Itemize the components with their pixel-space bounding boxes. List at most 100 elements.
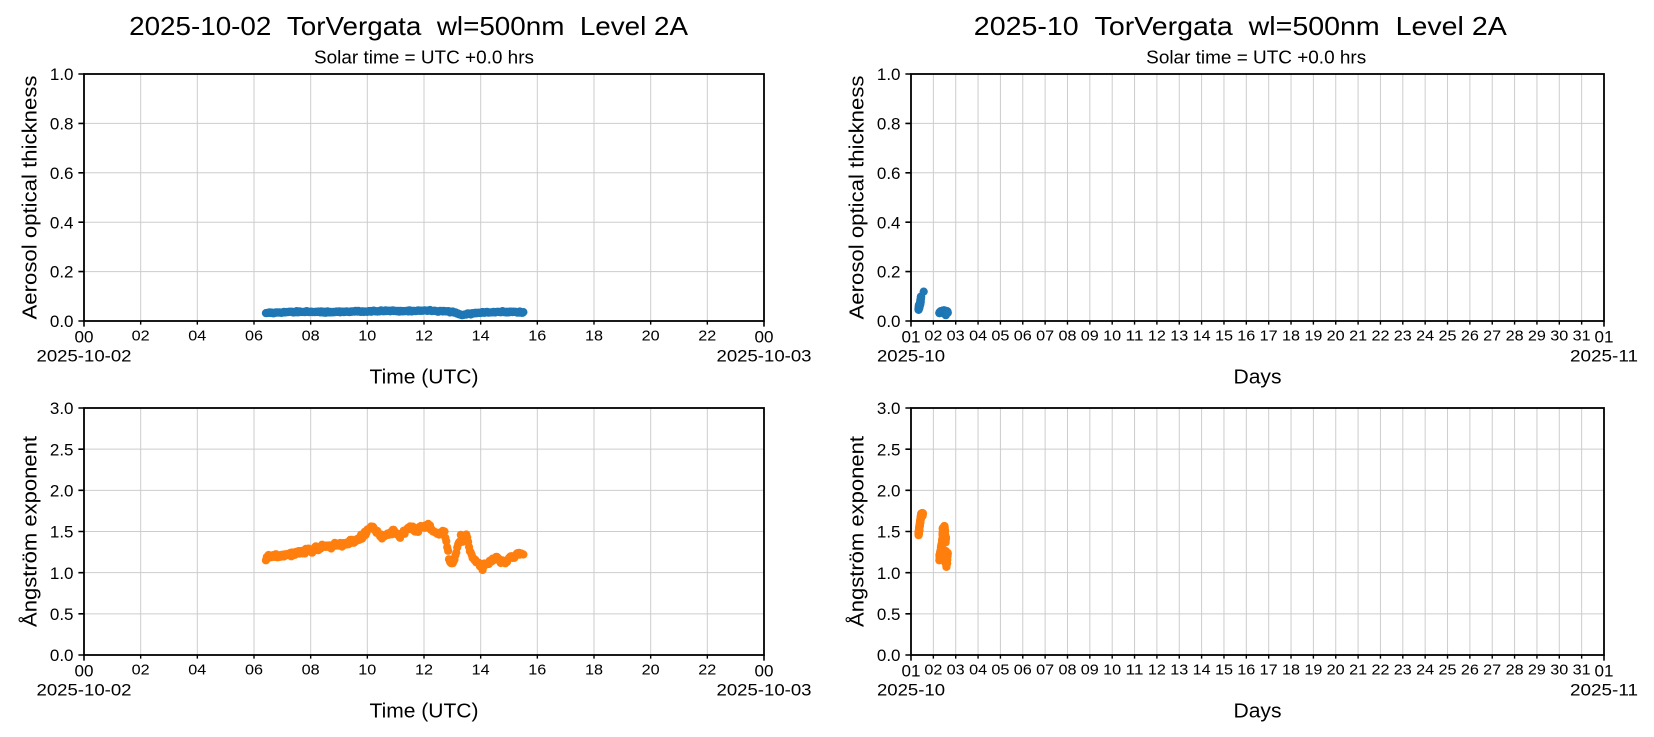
svg-text:13: 13 xyxy=(1170,328,1188,344)
svg-text:14: 14 xyxy=(1193,328,1211,344)
svg-text:1.5: 1.5 xyxy=(50,523,74,542)
svg-text:16: 16 xyxy=(528,328,546,344)
svg-text:19: 19 xyxy=(1304,662,1322,678)
svg-text:2025-10: 2025-10 xyxy=(877,347,945,366)
svg-text:18: 18 xyxy=(1282,328,1300,344)
svg-text:22: 22 xyxy=(698,662,716,678)
svg-text:2025-11: 2025-11 xyxy=(1570,347,1638,366)
svg-text:23: 23 xyxy=(1394,662,1412,678)
svg-text:05: 05 xyxy=(991,662,1009,678)
svg-text:0.4: 0.4 xyxy=(50,213,74,232)
svg-text:0.2: 0.2 xyxy=(877,263,901,282)
svg-text:30: 30 xyxy=(1550,662,1568,678)
svg-text:15: 15 xyxy=(1215,662,1233,678)
svg-text:2025-10-03: 2025-10-03 xyxy=(717,681,812,700)
svg-text:01: 01 xyxy=(902,327,921,346)
svg-text:2025-10-03: 2025-10-03 xyxy=(717,347,812,366)
svg-text:0.6: 0.6 xyxy=(50,164,74,183)
svg-text:2025-10: 2025-10 xyxy=(877,681,945,700)
svg-text:06: 06 xyxy=(245,662,263,678)
svg-text:26: 26 xyxy=(1461,328,1479,344)
svg-text:Aerosol optical thickness: Aerosol optical thickness xyxy=(20,76,42,320)
svg-text:04: 04 xyxy=(969,328,987,344)
svg-text:17: 17 xyxy=(1260,662,1278,678)
svg-text:04: 04 xyxy=(188,328,206,344)
svg-text:10: 10 xyxy=(1103,328,1121,344)
svg-text:15: 15 xyxy=(1215,328,1233,344)
svg-text:07: 07 xyxy=(1036,662,1054,678)
svg-text:12: 12 xyxy=(415,662,433,678)
svg-text:00: 00 xyxy=(755,661,774,680)
svg-text:2.5: 2.5 xyxy=(50,440,74,459)
svg-text:23: 23 xyxy=(1394,328,1412,344)
svg-text:00: 00 xyxy=(755,327,774,346)
svg-text:0.0: 0.0 xyxy=(877,646,901,665)
svg-text:02: 02 xyxy=(132,328,150,344)
svg-text:29: 29 xyxy=(1528,662,1546,678)
svg-text:03: 03 xyxy=(947,662,965,678)
svg-text:27: 27 xyxy=(1483,328,1501,344)
svg-text:2.0: 2.0 xyxy=(50,481,74,500)
svg-text:20: 20 xyxy=(642,328,660,344)
svg-text:13: 13 xyxy=(1170,662,1188,678)
svg-text:22: 22 xyxy=(698,328,716,344)
svg-text:26: 26 xyxy=(1461,662,1479,678)
svg-text:19: 19 xyxy=(1304,328,1322,344)
svg-text:0.0: 0.0 xyxy=(877,312,901,331)
svg-text:20: 20 xyxy=(1327,328,1345,344)
svg-text:31: 31 xyxy=(1573,662,1591,678)
svg-text:0.5: 0.5 xyxy=(50,605,74,624)
svg-text:18: 18 xyxy=(585,662,603,678)
svg-text:28: 28 xyxy=(1506,662,1524,678)
svg-text:Ångström exponent: Ångström exponent xyxy=(19,436,42,627)
svg-text:11: 11 xyxy=(1126,328,1144,344)
svg-text:25: 25 xyxy=(1439,328,1457,344)
svg-text:Time (UTC): Time (UTC) xyxy=(370,701,479,723)
svg-text:2025-10-02 TorVergata wl=500: 2025-10-02 TorVergata wl=500nm Level 2A xyxy=(129,11,689,41)
svg-text:2.0: 2.0 xyxy=(877,481,901,500)
svg-text:0.5: 0.5 xyxy=(877,605,901,624)
svg-text:08: 08 xyxy=(1059,662,1077,678)
svg-text:0.4: 0.4 xyxy=(877,213,901,232)
svg-text:0.2: 0.2 xyxy=(50,263,74,282)
svg-text:22: 22 xyxy=(1372,662,1390,678)
svg-text:0.8: 0.8 xyxy=(877,115,901,134)
svg-text:14: 14 xyxy=(472,328,490,344)
svg-text:24: 24 xyxy=(1416,662,1434,678)
svg-text:1.0: 1.0 xyxy=(877,564,901,583)
svg-text:14: 14 xyxy=(472,662,490,678)
svg-text:12: 12 xyxy=(1148,662,1166,678)
svg-text:0.0: 0.0 xyxy=(50,312,74,331)
svg-text:1.0: 1.0 xyxy=(877,65,901,84)
svg-text:0.8: 0.8 xyxy=(50,115,74,134)
svg-text:27: 27 xyxy=(1483,662,1501,678)
svg-text:2025-10 TorVergata wl=500nm: 2025-10 TorVergata wl=500nm Level 2A xyxy=(974,11,1508,41)
svg-text:04: 04 xyxy=(188,662,206,678)
svg-text:1.5: 1.5 xyxy=(877,523,901,542)
svg-text:07: 07 xyxy=(1036,328,1054,344)
svg-text:Solar time = UTC +0.0 hrs: Solar time = UTC +0.0 hrs xyxy=(1146,47,1366,68)
svg-text:10: 10 xyxy=(358,662,376,678)
svg-text:3.0: 3.0 xyxy=(877,399,901,418)
svg-text:02: 02 xyxy=(924,662,942,678)
svg-text:01: 01 xyxy=(1595,327,1614,346)
svg-text:20: 20 xyxy=(1327,662,1345,678)
svg-text:06: 06 xyxy=(245,328,263,344)
svg-text:12: 12 xyxy=(415,328,433,344)
svg-text:06: 06 xyxy=(1014,328,1032,344)
svg-text:Solar time = UTC +0.0 hrs: Solar time = UTC +0.0 hrs xyxy=(314,47,534,68)
svg-text:25: 25 xyxy=(1439,662,1457,678)
svg-text:21: 21 xyxy=(1349,662,1367,678)
svg-text:14: 14 xyxy=(1193,662,1211,678)
svg-text:01: 01 xyxy=(1595,661,1614,680)
svg-text:31: 31 xyxy=(1573,328,1591,344)
svg-text:2.5: 2.5 xyxy=(877,440,901,459)
svg-text:01: 01 xyxy=(902,661,921,680)
svg-text:08: 08 xyxy=(302,662,320,678)
svg-text:00: 00 xyxy=(75,661,94,680)
svg-text:1.0: 1.0 xyxy=(50,65,74,84)
svg-text:Days: Days xyxy=(1234,367,1282,389)
svg-text:17: 17 xyxy=(1260,328,1278,344)
svg-text:02: 02 xyxy=(132,662,150,678)
svg-text:Aerosol optical thickness: Aerosol optical thickness xyxy=(847,76,869,320)
